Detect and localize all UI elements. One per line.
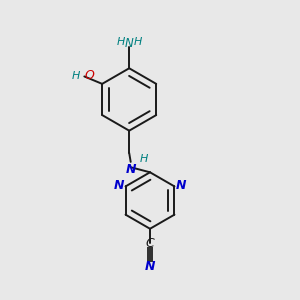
- Text: O: O: [84, 69, 94, 82]
- Text: C: C: [146, 237, 154, 250]
- Text: H: H: [133, 37, 142, 47]
- Text: N: N: [114, 179, 124, 192]
- Text: H: H: [117, 37, 125, 47]
- Text: N: N: [125, 164, 136, 176]
- Text: N: N: [145, 260, 155, 273]
- Text: N: N: [176, 179, 186, 192]
- Text: H: H: [140, 154, 148, 164]
- Text: H: H: [71, 70, 80, 80]
- Text: N: N: [125, 37, 134, 50]
